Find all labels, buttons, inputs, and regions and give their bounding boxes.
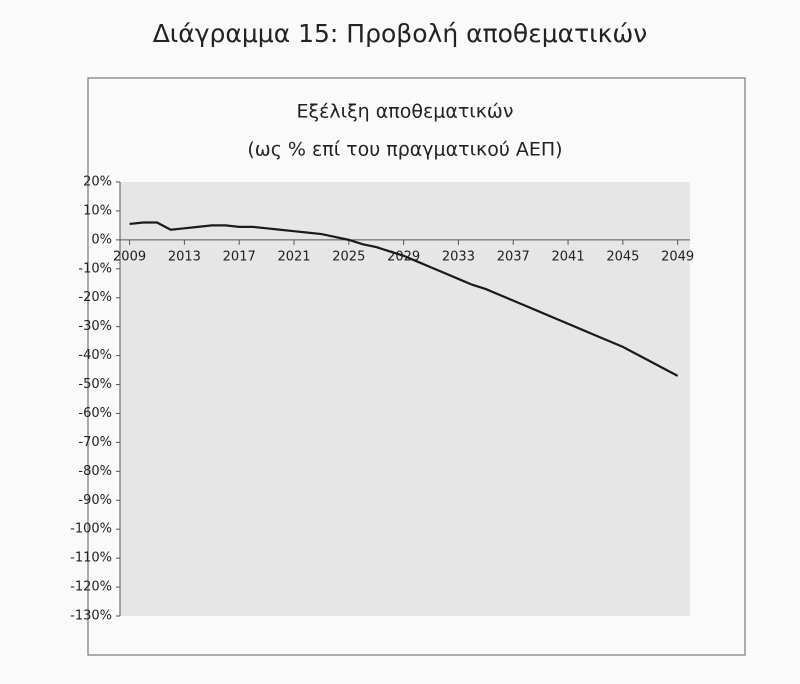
x-tick-label: 2009 bbox=[113, 249, 146, 264]
frame bbox=[87, 77, 746, 656]
x-tick-label: 2017 bbox=[223, 249, 256, 264]
x-tick-label: 2049 bbox=[661, 249, 694, 264]
chart-subtitle: (ως % επί του πραγματικού ΑΕΠ) bbox=[247, 139, 562, 161]
y-tick-label: 10% bbox=[83, 203, 112, 218]
chart-title: Διάγραμμα 15: Προβολή αποθεματικών bbox=[153, 19, 648, 48]
y-tick-label: -130% bbox=[70, 609, 112, 624]
data-line bbox=[129, 221, 679, 377]
y-tick-label: -50% bbox=[78, 377, 112, 392]
x-tick-label: 2013 bbox=[168, 249, 201, 264]
y-tick-label: 20% bbox=[83, 175, 112, 190]
y-tick-label: 0% bbox=[91, 232, 112, 247]
y-tick-label: -100% bbox=[70, 522, 112, 537]
y-tick-label: -20% bbox=[78, 290, 112, 305]
y-tick-label: -40% bbox=[78, 348, 112, 363]
x-tick-label: 2045 bbox=[606, 249, 639, 264]
x-tick-label: 2021 bbox=[277, 249, 310, 264]
x-tick-label: 2041 bbox=[552, 249, 585, 264]
x-tick-label: 2025 bbox=[332, 249, 365, 264]
plot-area bbox=[120, 182, 690, 616]
y-tick-label: -10% bbox=[78, 261, 112, 276]
y-tick-label: -90% bbox=[78, 493, 112, 508]
y-tick-label: -30% bbox=[78, 319, 112, 334]
y-tick-label: -120% bbox=[70, 580, 112, 595]
chart-subtitle: Εξέλιξη αποθεματικών bbox=[297, 101, 514, 123]
y-tick-label: -80% bbox=[78, 464, 112, 479]
x-tick-label: 2033 bbox=[442, 249, 475, 264]
x-tick-label: 2037 bbox=[497, 249, 530, 264]
y-tick-label: -110% bbox=[70, 551, 112, 566]
y-tick-label: -70% bbox=[78, 435, 112, 450]
y-tick-label: -60% bbox=[78, 406, 112, 421]
